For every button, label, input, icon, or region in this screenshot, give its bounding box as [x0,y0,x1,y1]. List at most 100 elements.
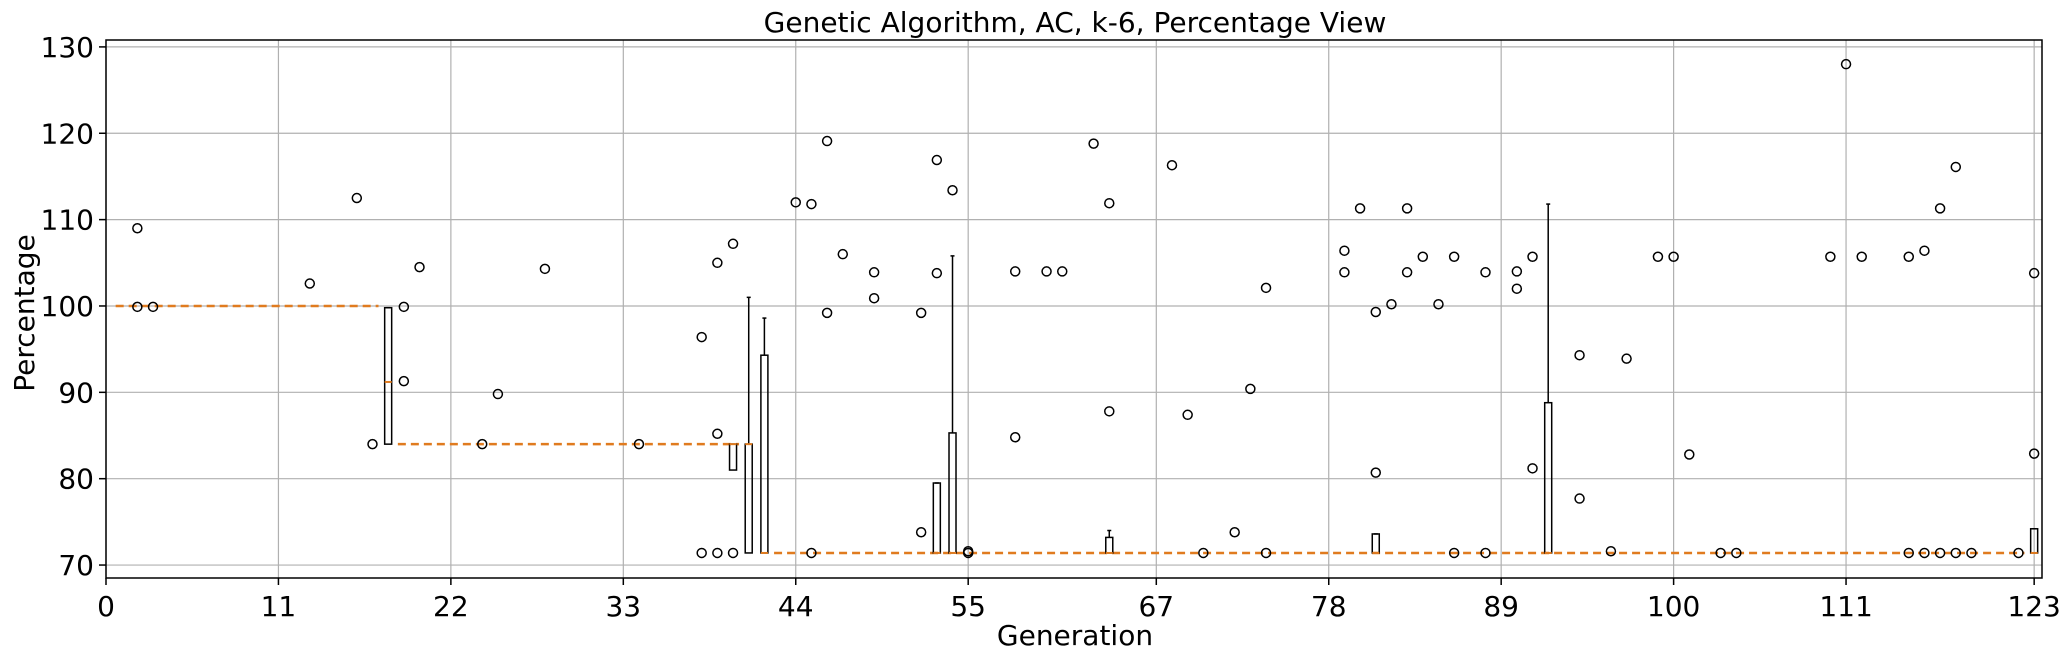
x-tick-label: 111 [1819,590,1872,623]
outlier-point [947,185,958,196]
outlier-point [712,547,723,559]
outlier-point [1245,383,1256,395]
outlier-point [1448,251,1460,263]
outlier-point [1919,245,1930,256]
outlier-point [1339,267,1350,278]
y-tick-label: 70 [58,549,94,582]
y-tick-label: 130 [41,31,94,64]
outlier-point [1934,203,1946,214]
x-tick-label: 78 [1311,590,1347,623]
box [728,443,738,471]
outlier-point [1715,547,1726,559]
box [760,354,769,554]
outlier-point [1621,353,1632,364]
outlier-point [476,438,488,450]
outlier-point [1527,463,1538,474]
outlier-point [492,388,504,400]
outlier-point [1370,306,1382,318]
outlier-point [351,192,363,204]
outlier-point [962,545,974,557]
outlier-point [398,375,410,387]
outlier-point [539,263,551,275]
outlier-point [132,223,143,234]
outlier-point [1950,547,1962,559]
outlier-point [931,267,943,279]
outlier-point [1527,251,1538,263]
median-lines [115,304,2025,555]
outlier-point [1480,547,1491,559]
x-tick-label: 22 [433,590,469,623]
box [948,432,957,554]
chart-title: Genetic Algorithm, AC, k-6, Percentage V… [764,6,1387,39]
x-tick-label: 123 [2007,590,2060,623]
outlier-point [931,154,943,166]
outlier-point [1668,251,1679,263]
outlier-point [1840,58,1852,70]
outlier-point [837,248,849,260]
y-tick-label: 120 [41,117,94,150]
y-tick-label: 110 [41,204,94,237]
outlier-point [1966,547,1977,559]
outlier-point [1574,349,1585,361]
outlier-point [915,307,927,319]
outlier-point [1480,267,1491,278]
outlier-point [712,428,723,440]
x-axis-ticks: 0 11 22 33 44 55 67 78 89 100 111 123 [97,578,2061,623]
outlier-point [821,307,833,319]
outlier-point [1684,449,1695,460]
outlier-point [806,198,817,210]
outlier-point [1903,251,1915,263]
grid [105,40,2042,578]
outlier-point [2028,267,2040,279]
outlier-point [2013,547,2024,559]
outlier-point [712,257,723,269]
outlier-point [414,261,425,273]
outlier-point [1198,547,1209,559]
outlier-point [132,301,143,313]
outlier-point [821,135,833,147]
y-tick-label: 90 [58,376,94,409]
outlier-point [868,292,880,304]
outlier-point [1260,547,1272,559]
x-tick-label: 33 [605,590,641,623]
outlier-point [1731,547,1742,559]
x-tick-label: 11 [261,590,297,623]
outlier-point [1260,282,1272,294]
outlier-point [633,438,645,450]
outlier-point [1166,159,1178,171]
box [1371,533,1381,554]
outlier-point [1934,547,1946,559]
x-axis-label: Generation [997,619,1153,652]
outlier-point [1856,251,1867,263]
outlier-point [398,301,410,313]
y-axis-label: Percentage [8,234,41,392]
outlier-point [1401,203,1413,214]
outlier-point [696,547,707,559]
outlier-point [1825,251,1836,263]
x-tick-label: 89 [1483,590,1519,623]
outlier-point [1448,547,1460,559]
outlier-point [147,301,159,313]
outlier-point [1919,547,1930,559]
x-tick-label: 44 [778,590,814,623]
outlier-point [1386,299,1397,310]
outlier-point [1511,283,1523,294]
box [1543,401,1553,554]
box [932,482,942,554]
outlier-point [304,278,316,289]
boxes [383,203,2039,554]
x-tick-label: 55 [950,590,986,623]
outlier-point [1009,266,1021,277]
outlier-point [806,547,817,559]
outlier-point [367,438,378,450]
outlier-point [1903,547,1915,559]
y-tick-label: 100 [41,290,94,323]
outlier-point [1104,197,1115,209]
y-tick-label: 80 [58,463,94,496]
outlier-point [1056,266,1068,277]
outlier-point [790,197,801,208]
outlier-point [1401,267,1413,278]
x-tick-label: 67 [1138,590,1174,623]
outlier-point [1354,203,1366,214]
outlier-point [868,267,880,278]
